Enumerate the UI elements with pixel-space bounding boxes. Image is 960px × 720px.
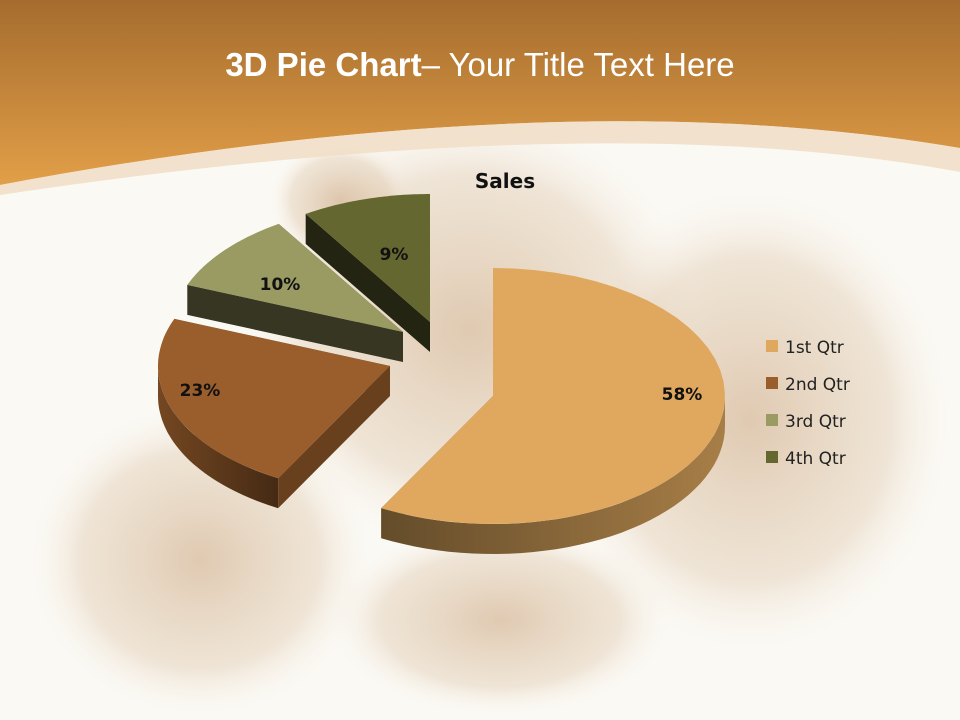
legend-swatch-2 — [766, 377, 778, 389]
legend: 1st Qtr 2nd Qtr 3rd Qtr 4th Qtr — [766, 338, 850, 469]
slice-outer-wall — [158, 366, 279, 509]
slice-side-face — [305, 213, 430, 352]
pie-slice-4 — [305, 194, 430, 352]
slice-top — [381, 268, 725, 524]
header-band — [0, 0, 960, 185]
legend-swatch-3 — [766, 414, 778, 426]
chart-title: Sales — [475, 169, 535, 193]
pie-slice-2 — [158, 318, 390, 509]
legend-label-3: 3rd Qtr — [785, 412, 846, 432]
slice-top — [158, 318, 390, 479]
slice-outer-wall — [381, 396, 725, 554]
slice-side-face — [187, 284, 403, 362]
title-rest: – Your Title Text Here — [421, 46, 735, 83]
legend-swatch-4 — [766, 451, 778, 463]
data-label-3: 10% — [260, 275, 301, 295]
slide-title: 3D Pie Chart– Your Title Text Here — [0, 46, 960, 84]
title-bold: 3D Pie Chart — [225, 46, 422, 83]
slice-top — [305, 194, 430, 322]
legend-label-1: 1st Qtr — [785, 338, 844, 358]
legend-swatch-1 — [766, 340, 778, 352]
data-label-4: 9% — [380, 245, 409, 265]
pie-slice-3 — [187, 223, 403, 362]
legend-label-4: 4th Qtr — [785, 449, 846, 469]
slice-side-face — [278, 366, 390, 509]
data-label-2: 23% — [180, 381, 221, 401]
data-label-1: 58% — [662, 385, 703, 405]
pie-slice-1 — [381, 268, 725, 554]
legend-label-2: 2nd Qtr — [785, 375, 850, 395]
slice-top — [187, 223, 403, 332]
header-swoosh — [0, 121, 960, 195]
